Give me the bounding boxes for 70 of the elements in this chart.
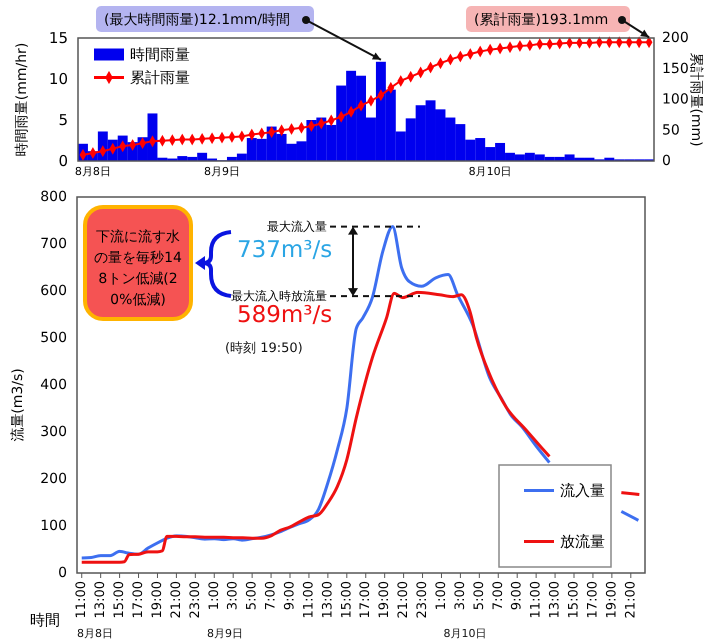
x-tick-label: 9:00	[510, 581, 525, 610]
x-tick-label: 8月9日	[204, 165, 240, 178]
x-tick-label: 5:00	[472, 581, 487, 610]
y-tick-label: 0	[58, 152, 68, 170]
x-tick-label: 15:00	[566, 581, 582, 618]
x-tick-label: 19:00	[604, 581, 620, 618]
y2-tick-label: 200	[662, 30, 689, 46]
y2-tick-label: 100	[662, 92, 689, 108]
x-tick-label: 21:00	[623, 581, 638, 618]
y-tick-label: 700	[40, 236, 67, 252]
ref-line-label: 最大流入量	[267, 220, 327, 234]
x-tick-label: 8月8日	[74, 165, 111, 178]
x-tick-label: 19:00	[150, 581, 165, 618]
y-axis-title: 時間雨量(mm/hr)	[14, 42, 30, 156]
x-tick-label: 8月10日	[468, 165, 512, 178]
x-tick-label: 7:00	[490, 581, 506, 610]
text: 8月9日	[207, 627, 243, 640]
legend-label: 時間雨量	[130, 46, 190, 64]
text: 8月10日	[444, 627, 486, 640]
x-tick-label: 1:00	[206, 581, 222, 610]
y-tick-label: 0	[58, 565, 67, 581]
y-tick-label: 400	[40, 377, 67, 393]
y-tick-label: 5	[58, 111, 68, 129]
annotation: 下流に流す水の量を毎秒148トン低減(20%低減)	[94, 229, 182, 308]
y-tick-label: 300	[40, 424, 67, 440]
x-tick-label: 1:00	[434, 581, 449, 610]
x-tick-label: 13:00	[548, 581, 563, 618]
y-axis-title: 流量(m3/s)	[10, 368, 26, 442]
y-tick-label: 600	[40, 283, 67, 299]
text: (累計雨量)193.1mm	[474, 12, 608, 28]
x-tick-label: 11:00	[528, 581, 544, 618]
x-tick-label: 7:00	[264, 581, 279, 610]
x-tick-label: 5:00	[244, 581, 260, 610]
x-tick-label: 17:00	[131, 581, 146, 618]
text: 8月8日	[77, 627, 113, 640]
x-tick-label: 13:00	[93, 581, 108, 618]
x-tick-label: 23:00	[188, 581, 203, 618]
x-tick-label: 19:00	[377, 581, 392, 618]
x-tick-label: 17:00	[358, 581, 374, 618]
y-tick-label: 10	[48, 70, 68, 88]
legend-label: 放流量	[560, 532, 605, 550]
x-tick-label: 23:00	[415, 581, 430, 618]
text: (最大時間雨量)12.1mm/時間	[104, 12, 290, 28]
y-tick-label: 800	[40, 189, 67, 205]
legend-label: 流入量	[560, 482, 605, 500]
x-tick-label: 21:00	[168, 581, 184, 618]
x-tick-label: 3:00	[452, 581, 468, 610]
y2-tick-label: 150	[662, 60, 689, 77]
y-tick-label: 500	[40, 330, 67, 346]
annotation: (時刻 19:50)	[225, 341, 303, 356]
y2-axis-title: 累計雨量(mm)	[688, 52, 704, 147]
annotation: 589m³/s	[237, 302, 332, 328]
annotation: 737m³/s	[237, 237, 332, 263]
y-tick-label: 100	[40, 518, 67, 534]
x-tick-label: 9:00	[282, 581, 298, 610]
x-tick-label: 3:00	[226, 581, 241, 610]
y2-tick-label: 0	[662, 153, 671, 169]
y2-tick-label: 50	[662, 122, 680, 138]
x-tick-label: 15:00	[339, 581, 354, 618]
x-tick-label: 11:00	[301, 581, 316, 618]
x-axis-title: 時間	[30, 611, 60, 629]
ref-line-label: 最大流入時放流量	[231, 289, 327, 304]
x-tick-label: 21:00	[396, 581, 412, 618]
y-tick-label: 15	[48, 29, 68, 47]
x-tick-label: 11:00	[74, 581, 90, 618]
x-tick-label: 17:00	[585, 581, 600, 618]
legend-label: 累計雨量	[130, 68, 190, 86]
y-tick-label: 200	[40, 471, 67, 487]
x-tick-label: 15:00	[112, 581, 128, 618]
x-tick-label: 13:00	[320, 581, 336, 618]
